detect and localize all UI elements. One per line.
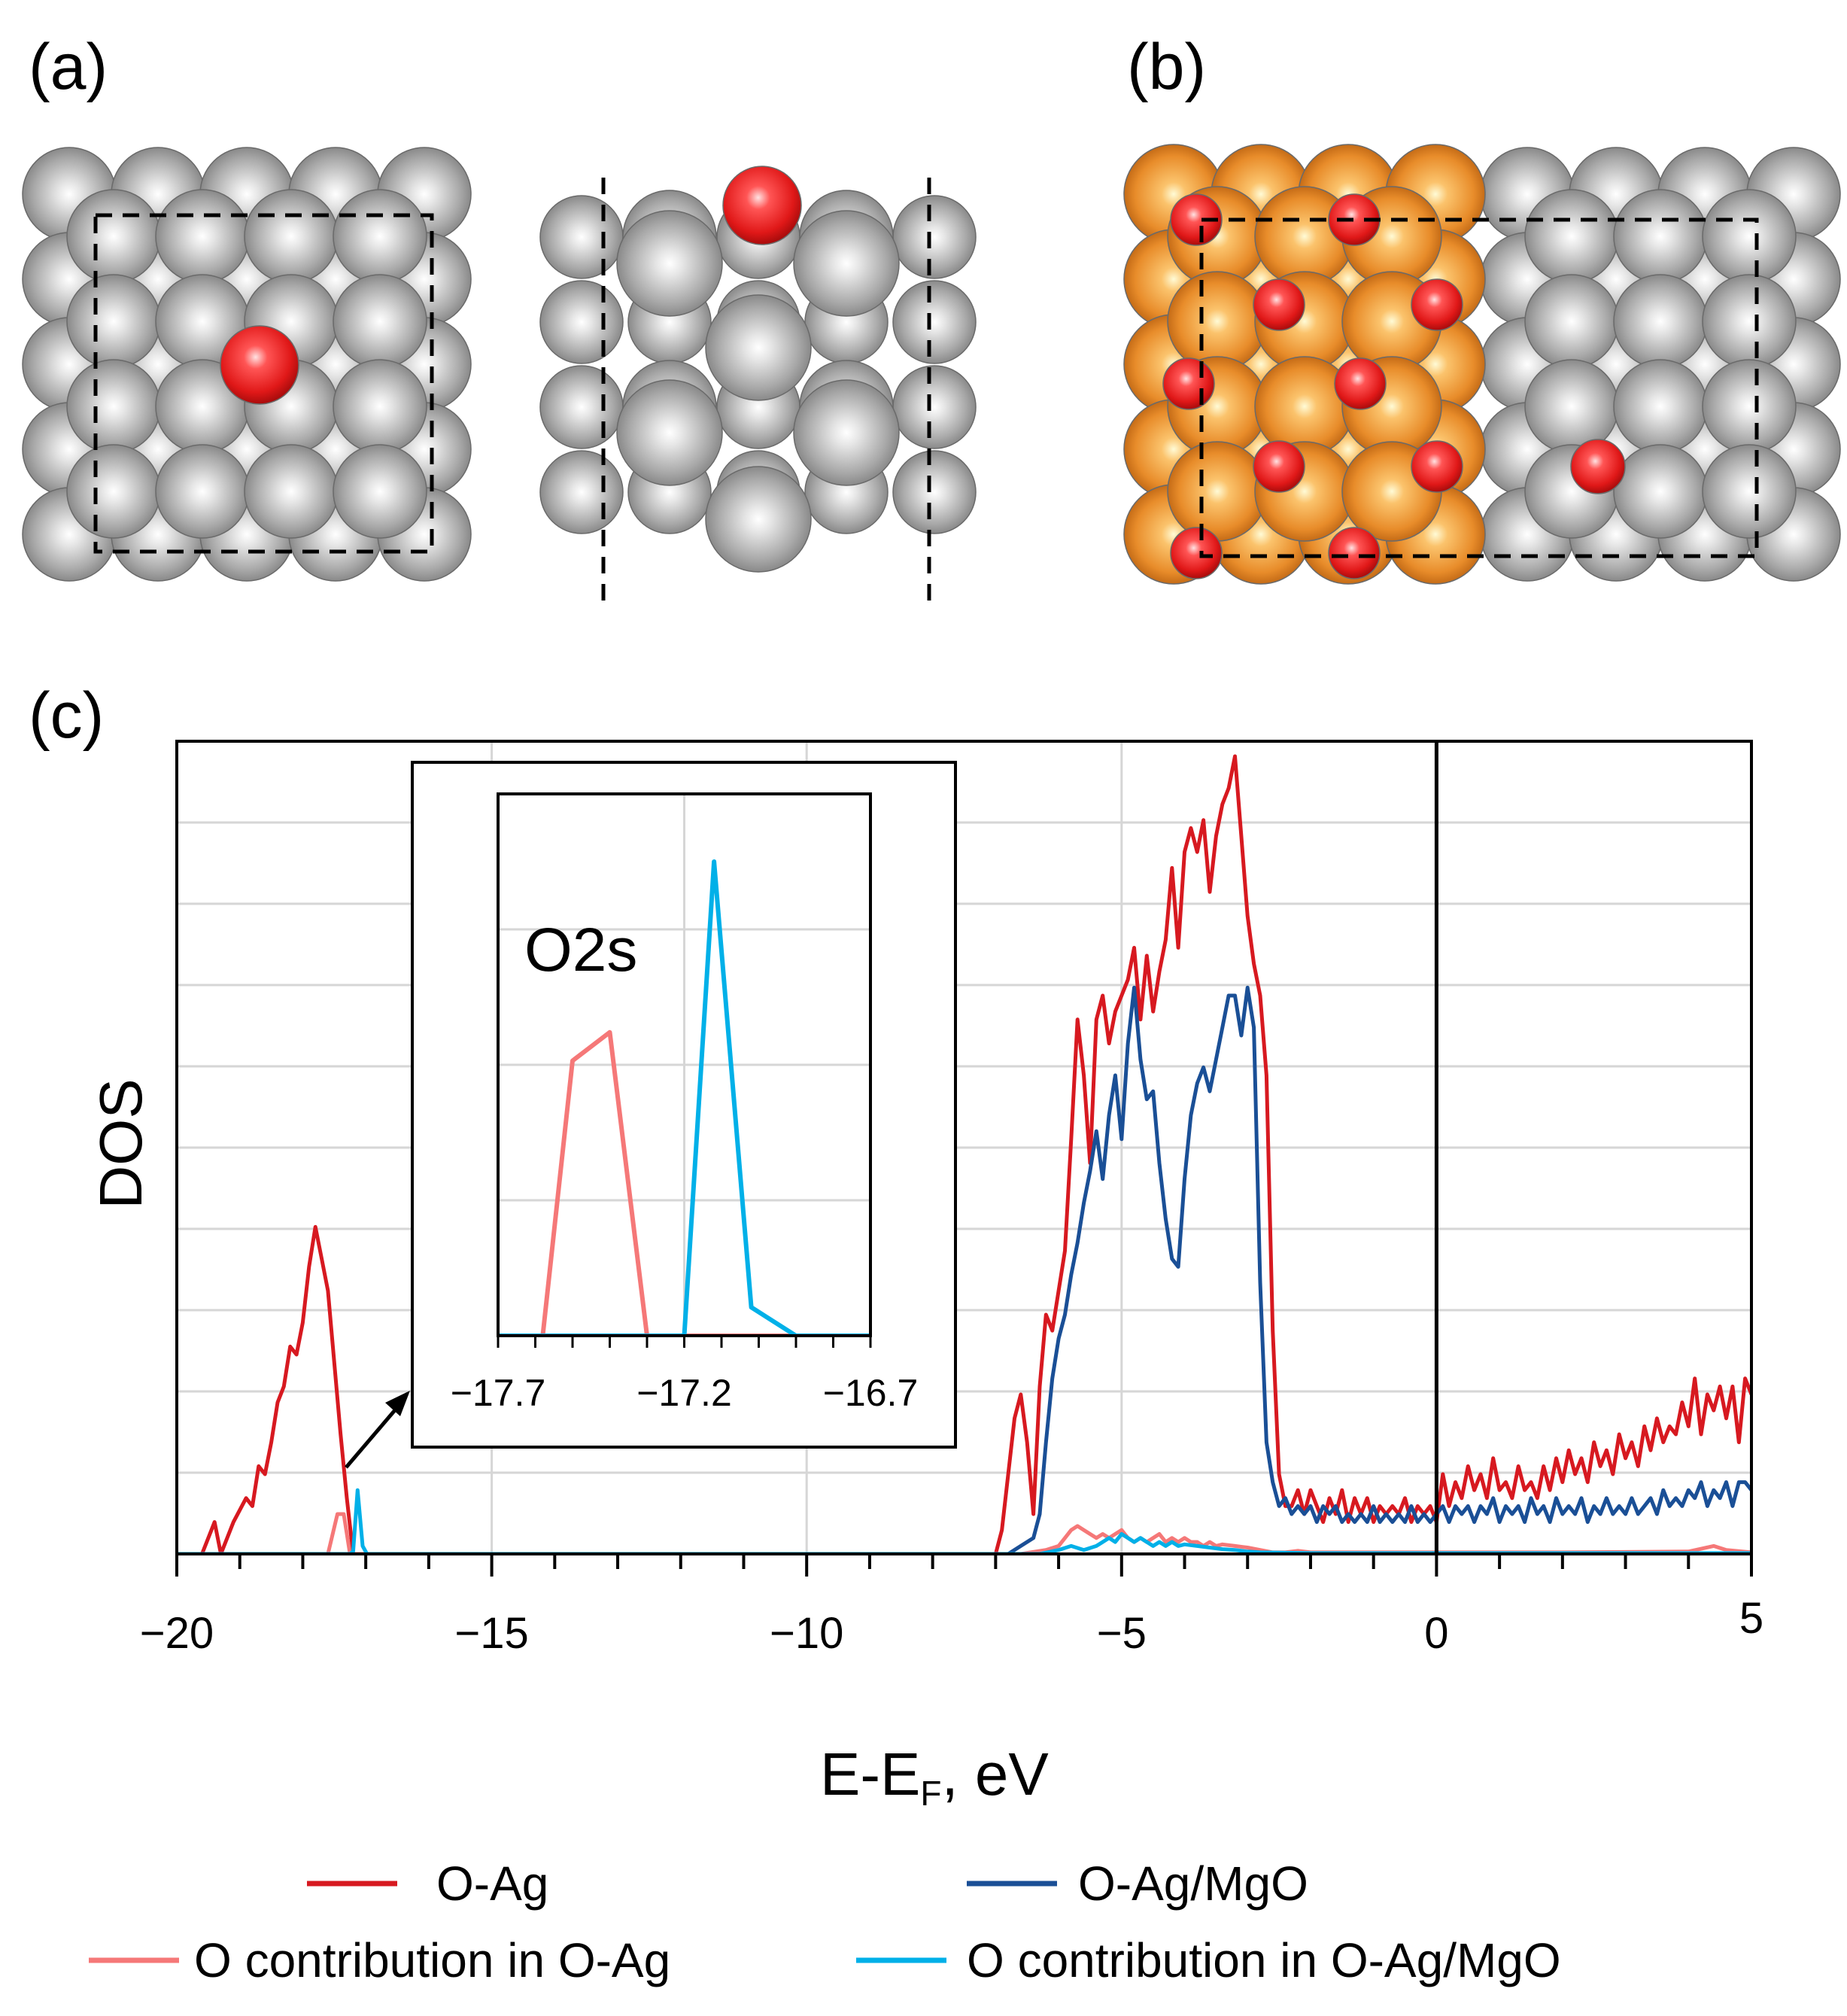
ag-atom	[705, 466, 812, 573]
o-atom	[1253, 278, 1305, 331]
series-layer	[177, 754, 1751, 1554]
ag-atom	[1702, 444, 1797, 539]
unit-cell-outline	[93, 213, 434, 554]
ag-atom	[616, 210, 723, 317]
series-line-3	[177, 1488, 1751, 1554]
ag-atom	[892, 450, 977, 534]
ag-atom	[1613, 444, 1708, 539]
o-atom	[722, 166, 802, 245]
ag-atom	[244, 444, 339, 539]
inset-title: O2s	[524, 916, 637, 984]
x-axis-tick-labels: −20 −15 −10 −5 0 5	[140, 1594, 1763, 1658]
legend-label-o-ag-mgo: O-Ag/MgO	[1078, 1856, 1308, 1911]
dos-chart: −20 −15 −10 −5 0 5 DOS E-EF, eV −17.7 −17.2 −16…	[87, 740, 1763, 1813]
o-atom	[1253, 440, 1305, 493]
o-atom	[1334, 357, 1387, 410]
ag-atom	[892, 280, 977, 364]
series-line-2	[177, 1512, 1751, 1554]
ag-atom	[793, 210, 900, 317]
ag-atom	[1702, 189, 1797, 284]
ag-atom	[66, 359, 161, 454]
o-atom	[1328, 527, 1381, 579]
o-atom	[1411, 440, 1463, 493]
ag-atom	[892, 365, 977, 449]
ag-atom	[892, 195, 977, 279]
x-axis-title-suffix: , eV	[941, 1741, 1049, 1808]
legend: O-Ag O-Ag/MgO O contribution in O-Ag O c…	[89, 1856, 1561, 1987]
inset-x-ticks	[497, 1336, 872, 1348]
ag-atom	[244, 189, 339, 284]
ag-atom	[1524, 359, 1619, 454]
ag-atom	[539, 365, 624, 449]
ag-atom	[155, 189, 250, 284]
y-axis-title: DOS	[87, 1078, 154, 1209]
ag-atom	[705, 294, 812, 401]
ag-atom	[66, 189, 161, 284]
inset-x-tick-label: −17.2	[636, 1372, 732, 1414]
legend-label-o-ag: O-Ag	[436, 1856, 548, 1911]
ag-atom	[333, 189, 427, 284]
ag-atom	[333, 359, 427, 454]
inset-x-tick-label: −16.7	[823, 1372, 919, 1414]
x-tick-label: −10	[770, 1609, 843, 1658]
inset-arrow	[345, 1391, 410, 1469]
mg-atom	[1167, 441, 1268, 542]
o-atom	[1570, 439, 1626, 494]
x-axis-title-main: E-E	[820, 1741, 920, 1808]
o-atom	[1170, 527, 1223, 579]
o-atom	[220, 325, 299, 405]
legend-label-o-contrib-ag: O contribution in O-Ag	[194, 1933, 670, 1987]
ag-atom	[1524, 274, 1619, 369]
x-axis-title: E-EF, eV	[820, 1741, 1049, 1813]
ag-atom	[539, 280, 624, 364]
o-atom	[1162, 357, 1215, 410]
x-tick-label: −5	[1097, 1609, 1147, 1658]
ag-atom	[1613, 274, 1708, 369]
panel-label-c: (c)	[29, 680, 104, 752]
ag-atom	[1613, 359, 1708, 454]
ag-atom	[66, 274, 161, 369]
panel-label-b: (b)	[1127, 31, 1206, 103]
ag-atom	[1702, 274, 1797, 369]
inset-series-layer	[498, 859, 870, 1336]
ag-atom	[616, 379, 723, 486]
inset: −17.7 −17.2 −16.7 O2s	[411, 761, 957, 1449]
series-line-1	[177, 985, 1751, 1554]
inset-series-line-0	[498, 1029, 870, 1336]
panel-label-a: (a)	[29, 31, 108, 103]
inset-x-tick-labels: −17.7 −17.2 −16.7	[451, 1372, 919, 1414]
x-tick-label: 0	[1424, 1609, 1448, 1658]
ag-atom	[1613, 189, 1708, 284]
ag-atom	[1702, 359, 1797, 454]
inset-x-tick-label: −17.7	[451, 1372, 546, 1414]
inset-series-line-1	[498, 859, 870, 1336]
ag-atom	[1524, 189, 1619, 284]
ag-atom	[333, 444, 427, 539]
ag-atom	[66, 444, 161, 539]
o-atom	[1411, 278, 1463, 331]
unit-cell-outline	[1199, 217, 1759, 558]
x-axis-title-subscript: F	[920, 1774, 941, 1813]
ag-atom	[333, 274, 427, 369]
arrow-head	[385, 1391, 410, 1416]
ag-atom	[539, 450, 624, 534]
x-tick-label: −20	[140, 1609, 214, 1658]
structure-b-top-view	[1123, 144, 1841, 585]
structure-a-top-view	[22, 147, 472, 582]
arrow-shaft	[345, 1404, 400, 1469]
inset-gridlines	[498, 794, 870, 1336]
x-tick-label: −15	[454, 1609, 528, 1658]
legend-label-o-contrib-ag-mgo: O contribution in O-Ag/MgO	[967, 1933, 1561, 1987]
series-line-0	[177, 754, 1751, 1554]
plot-frame	[175, 740, 1753, 1555]
ag-atom	[793, 379, 900, 486]
structure-a-side-view	[539, 166, 977, 602]
ag-atom	[539, 195, 624, 279]
x-tick-label: 5	[1739, 1594, 1763, 1643]
ag-atom	[155, 444, 250, 539]
mg-atom	[1167, 271, 1268, 372]
o-atom	[1170, 193, 1223, 246]
x-axis-ticks	[175, 1554, 1753, 1577]
